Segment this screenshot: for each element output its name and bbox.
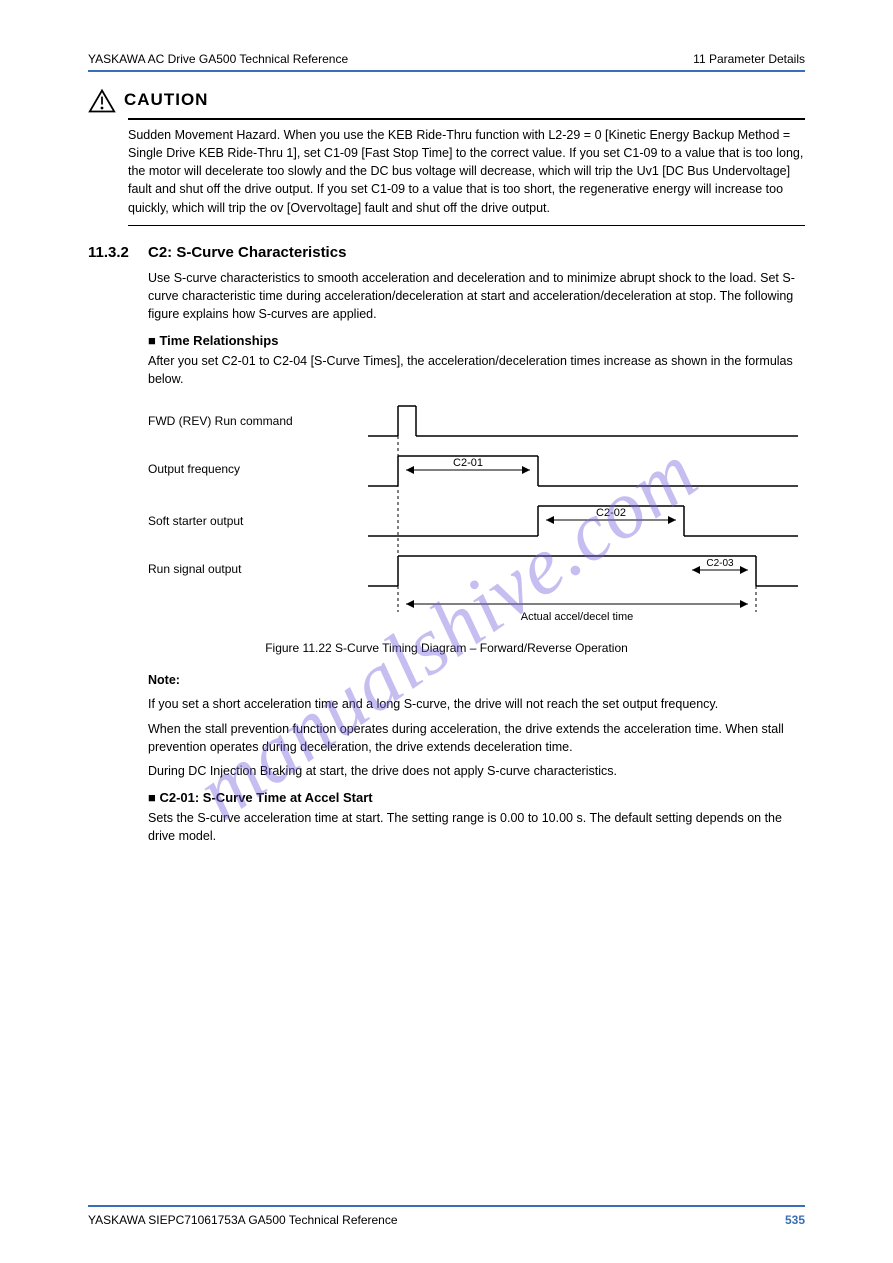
fig-t2: C2-02 [596, 507, 626, 519]
fig-t1: C2-01 [453, 457, 483, 469]
fig-label-soft: Soft starter output [148, 514, 243, 528]
caution-rule-bottom [128, 225, 805, 226]
param-body: Sets the S-curve acceleration time at st… [148, 809, 805, 845]
notes-title: Note: [148, 673, 180, 687]
subsection-body: After you set C2-01 to C2-04 [S-Curve Ti… [148, 352, 805, 388]
param-label: ■ C2-01: S-Curve Time at Accel Start [148, 790, 805, 805]
header-right: 11 Parameter Details [693, 52, 805, 66]
caution-body: Sudden Movement Hazard. When you use the… [128, 126, 805, 217]
figure-caption: Figure 11.22 S-Curve Timing Diagram – Fo… [88, 641, 805, 655]
timing-diagram-svg: C2-01 C2-02 C2-03 Actual accel/decel tim… [368, 400, 798, 630]
footer-rule [88, 1205, 805, 1207]
fig-total: Actual accel/decel time [521, 611, 634, 623]
section-heading: 11.3.2 C2: S-Curve Characteristics [88, 244, 805, 261]
page-header: YASKAWA AC Drive GA500 Technical Referen… [88, 52, 805, 66]
fig-label-freq: Output frequency [148, 462, 240, 476]
caution-block: CAUTION [88, 88, 805, 114]
fig-label-run: FWD (REV) Run command [148, 414, 293, 428]
section-number: 11.3.2 [88, 244, 148, 261]
header-rule [88, 70, 805, 72]
note-item-1: If you set a short acceleration time and… [148, 695, 805, 713]
header-left: YASKAWA AC Drive GA500 Technical Referen… [88, 52, 348, 66]
note-item-2: When the stall prevention function opera… [148, 720, 805, 756]
footer-left: YASKAWA SIEPC71061753A GA500 Technical R… [88, 1213, 398, 1227]
section-title: C2: S-Curve Characteristics [148, 244, 346, 261]
warning-triangle-icon [88, 88, 116, 114]
caution-rule-top [128, 118, 805, 120]
page-number: 535 [785, 1213, 805, 1227]
subsection-label: ■ Time Relationships [148, 333, 805, 348]
note-item-3: During DC Injection Braking at start, th… [148, 762, 805, 780]
caution-title: CAUTION [124, 88, 208, 110]
fig-label-runsig: Run signal output [148, 562, 241, 576]
timing-diagram: FWD (REV) Run command Output frequency S… [148, 400, 805, 635]
section-intro: Use S-curve characteristics to smooth ac… [148, 269, 805, 323]
page-footer: YASKAWA SIEPC71061753A GA500 Technical R… [88, 1205, 805, 1227]
fig-t3: C2-03 [706, 558, 734, 569]
notes-block: Note: If you set a short acceleration ti… [148, 671, 805, 780]
